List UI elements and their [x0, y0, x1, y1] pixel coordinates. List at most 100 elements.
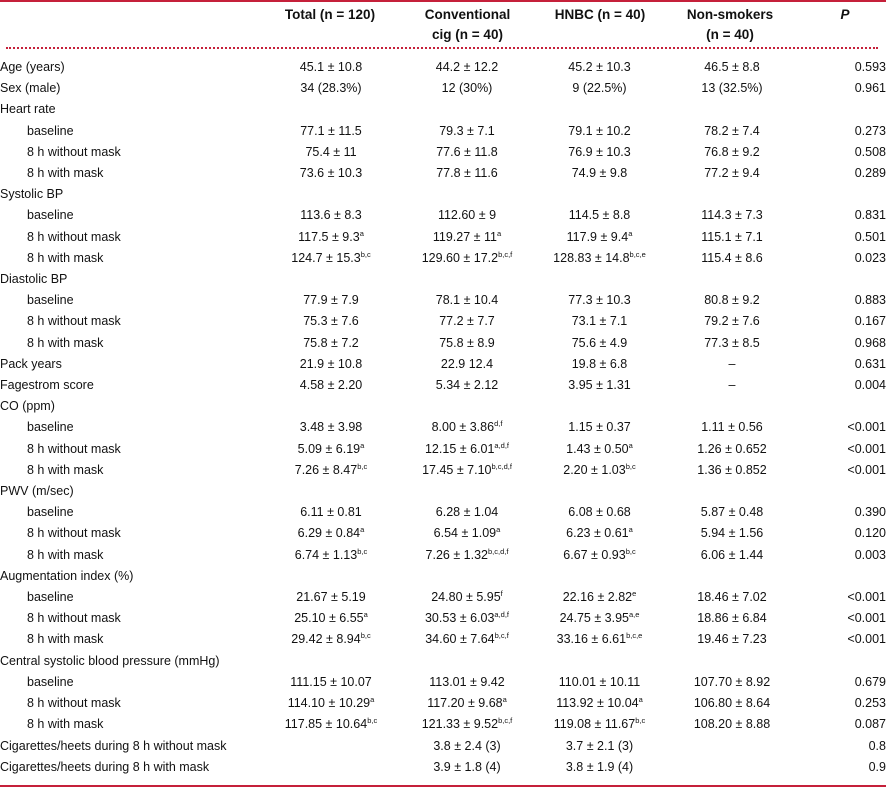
cell-conventional: 113.01 ± 9.42 [397, 672, 537, 693]
row-label: Systolic BP [0, 187, 64, 202]
row-label: 8 h without mask [27, 144, 121, 159]
header-conventional: Conventional cig (n = 40) [400, 5, 535, 45]
cell-hnbc: 79.1 ± 10.2 [537, 121, 662, 142]
cell-conventional-footnote: a [496, 228, 502, 238]
header-nonsmokers-line2: (n = 40) [706, 27, 754, 42]
cell-nonsmokers-value: 78.2 ± 7.4 [704, 123, 760, 138]
cell-hnbc-value: 76.9 ± 10.3 [568, 144, 631, 159]
cell-p-value [802, 184, 886, 205]
cell-hnbc: 9 (22.5%) [537, 78, 662, 99]
cell-nonsmokers-value: 1.26 ± 0.652 [697, 441, 767, 456]
cell-hnbc-value: 1.43 ± 0.50 [566, 441, 629, 456]
cell-total: 6.74 ± 1.13b,c [265, 545, 397, 566]
cell-conventional-value: 77.2 ± 7.7 [439, 314, 495, 329]
cell-conventional-value: 112.60 ± 9 [437, 208, 497, 223]
cell-total-value: 113.6 ± 8.3 [300, 208, 362, 223]
cell-p-value: 0.593 [854, 60, 886, 74]
cell-p-value [802, 269, 886, 290]
row-label: baseline [27, 505, 74, 520]
cell-p-value: 0.120 [854, 526, 886, 541]
cell-hnbc-footnote: a [628, 440, 633, 450]
cell-conventional: 6.28 ± 1.04 [397, 502, 537, 523]
cell-nonsmokers-value: 115.1 ± 7.1 [701, 229, 763, 244]
cell-nonsmokers: 106.80 ± 8.64 [662, 693, 802, 714]
row-label: 8 h without mask [27, 696, 121, 711]
cell-total: 113.6 ± 8.3 [265, 205, 397, 226]
row-label: 8 h with mask [27, 462, 104, 477]
cell-conventional-footnote: a,d,f [494, 610, 509, 620]
cell-conventional: 5.34 ± 2.12 [397, 375, 537, 396]
cell-hnbc: 19.8 ± 6.8 [537, 354, 662, 375]
cell-hnbc [537, 184, 662, 205]
cell-hnbc: 3.95 ± 1.31 [537, 375, 662, 396]
header-total-label: Total (n = 120) [284, 7, 376, 22]
cell-nonsmokers-value: 46.5 ± 8.8 [704, 60, 760, 74]
cell-hnbc-value: 3.7 ± 2.1 (3) [565, 738, 634, 753]
cell-p-value: 0.087 [854, 717, 886, 732]
cell-hnbc-value: 6.67 ± 0.93 [563, 547, 626, 562]
cell-nonsmokers-value: 18.86 ± 6.84 [697, 611, 767, 626]
cell-total-value: 7.26 ± 8.47 [294, 462, 358, 477]
cell-total: 117.85 ± 10.64b,c [265, 714, 397, 735]
cell-nonsmokers: 18.86 ± 6.84 [662, 608, 802, 629]
table-row: Systolic BP [0, 184, 886, 205]
cell-conventional: 8.00 ± 3.86d,f [397, 417, 537, 438]
cell-conventional-value: 7.26 ± 1.32 [425, 547, 489, 562]
cell-nonsmokers: 1.11 ± 0.56 [662, 417, 802, 438]
cell-conventional-footnote: a,d,f [494, 440, 509, 450]
row-label: Fagestrom score [0, 378, 94, 393]
cell-hnbc: 33.16 ± 6.61b,c,e [537, 629, 662, 650]
cell-hnbc-footnote: a [638, 695, 643, 705]
cell-total: 5.09 ± 6.19a [265, 439, 397, 460]
cell-hnbc [537, 269, 662, 290]
cell-total-footnote: b,c [357, 546, 368, 556]
cell-conventional: 78.1 ± 10.4 [397, 290, 537, 311]
table-row: 8 h with mask 6.74 ± 1.13b,c 7.26 ± 1.32b,… [0, 545, 886, 566]
cell-p-value: 0.9 [868, 759, 886, 774]
cell-p-value: 0.968 [854, 335, 886, 350]
cell-hnbc: 110.01 ± 10.11 [537, 672, 662, 693]
cell-total-value: 21.9 ± 10.8 [299, 356, 363, 371]
cell-hnbc: 1.15 ± 0.37 [537, 417, 662, 438]
cell-conventional-value: 44.2 ± 12.2 [435, 60, 499, 74]
cell-conventional-footnote: d,f [494, 419, 503, 429]
top-rule [0, 0, 886, 2]
cell-nonsmokers [662, 736, 802, 757]
cell-conventional [397, 99, 537, 120]
cell-nonsmokers [662, 99, 802, 120]
row-label: Age (years) [0, 60, 65, 74]
cell-p-value: 0.508 [854, 144, 886, 159]
cell-p-value: 0.679 [854, 674, 886, 689]
cell-hnbc-value: 2.20 ± 1.03 [563, 462, 626, 477]
cell-total-value: 6.29 ± 0.84 [297, 526, 361, 541]
table-row: baseline 6.11 ± 0.81 6.28 ± 1.04 6.08 ± 0.6… [0, 502, 886, 523]
cell-hnbc: 114.5 ± 8.8 [537, 205, 662, 226]
cell-nonsmokers: 1.36 ± 0.852 [662, 460, 802, 481]
cell-nonsmokers: 5.87 ± 0.48 [662, 502, 802, 523]
cell-p-value: 0.831 [854, 208, 886, 223]
cell-total [265, 396, 397, 417]
table-row: 8 h without mask 25.10 ± 6.55a 30.53 ± 6.0… [0, 608, 886, 629]
cell-nonsmokers-value: 5.94 ± 1.56 [700, 526, 764, 541]
cell-nonsmokers-value: 6.06 ± 1.44 [700, 547, 764, 562]
cell-hnbc: 74.9 ± 9.8 [537, 163, 662, 184]
cell-p-value [802, 651, 886, 672]
cell-total-value: 34 (28.3%) [300, 81, 362, 96]
cell-p-value: <0.001 [847, 441, 886, 456]
cell-total: 75.8 ± 7.2 [265, 333, 397, 354]
cell-conventional: 121.33 ± 9.52b,c,f [397, 714, 537, 735]
cell-nonsmokers [662, 396, 802, 417]
cell-conventional-footnote: a [496, 525, 501, 535]
table-row: Cigarettes/heets during 8 h without mask… [0, 736, 886, 757]
cell-hnbc-value: 6.23 ± 0.61 [566, 526, 629, 541]
cell-total: 45.1 ± 10.8 [265, 57, 397, 78]
table-row: Fagestrom score 4.58 ± 2.20 5.34 ± 2.12 3.9… [0, 375, 886, 396]
cell-conventional-value: 8.00 ± 3.86 [431, 420, 495, 435]
table-row: 8 h without mask 5.09 ± 6.19a 12.15 ± 6.01… [0, 439, 886, 460]
cell-hnbc-footnote: b,c,e [629, 249, 646, 259]
row-label: 8 h with mask [27, 166, 104, 181]
table-row: Pack years 21.9 ± 10.8 22.9 12.4 19.8 ± 6.8… [0, 354, 886, 375]
cell-nonsmokers-value: 114.3 ± 7.3 [701, 208, 763, 223]
cell-hnbc [537, 396, 662, 417]
